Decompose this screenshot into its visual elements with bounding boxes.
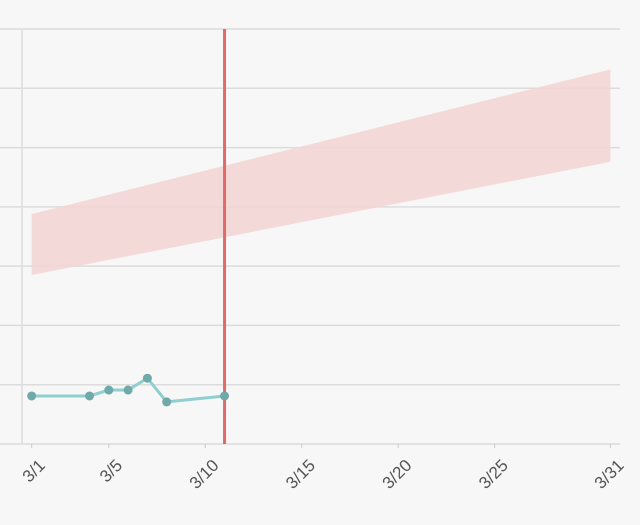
data-point <box>142 373 152 383</box>
x-tick-label: 3/31 <box>591 456 628 493</box>
data-point <box>123 385 133 395</box>
data-point <box>162 397 172 407</box>
forecast-band <box>31 69 611 276</box>
x-tick-label: 3/20 <box>379 456 416 493</box>
x-tick-label: 3/5 <box>96 456 126 486</box>
data-point <box>220 391 230 401</box>
x-tick-label: 3/15 <box>282 456 319 493</box>
data-point <box>104 385 114 395</box>
data-point <box>27 391 37 401</box>
x-tick-label: 3/10 <box>186 456 223 493</box>
data-point <box>85 391 95 401</box>
x-tick-label: 3/1 <box>19 456 49 486</box>
x-tick-label: 3/25 <box>475 456 512 493</box>
